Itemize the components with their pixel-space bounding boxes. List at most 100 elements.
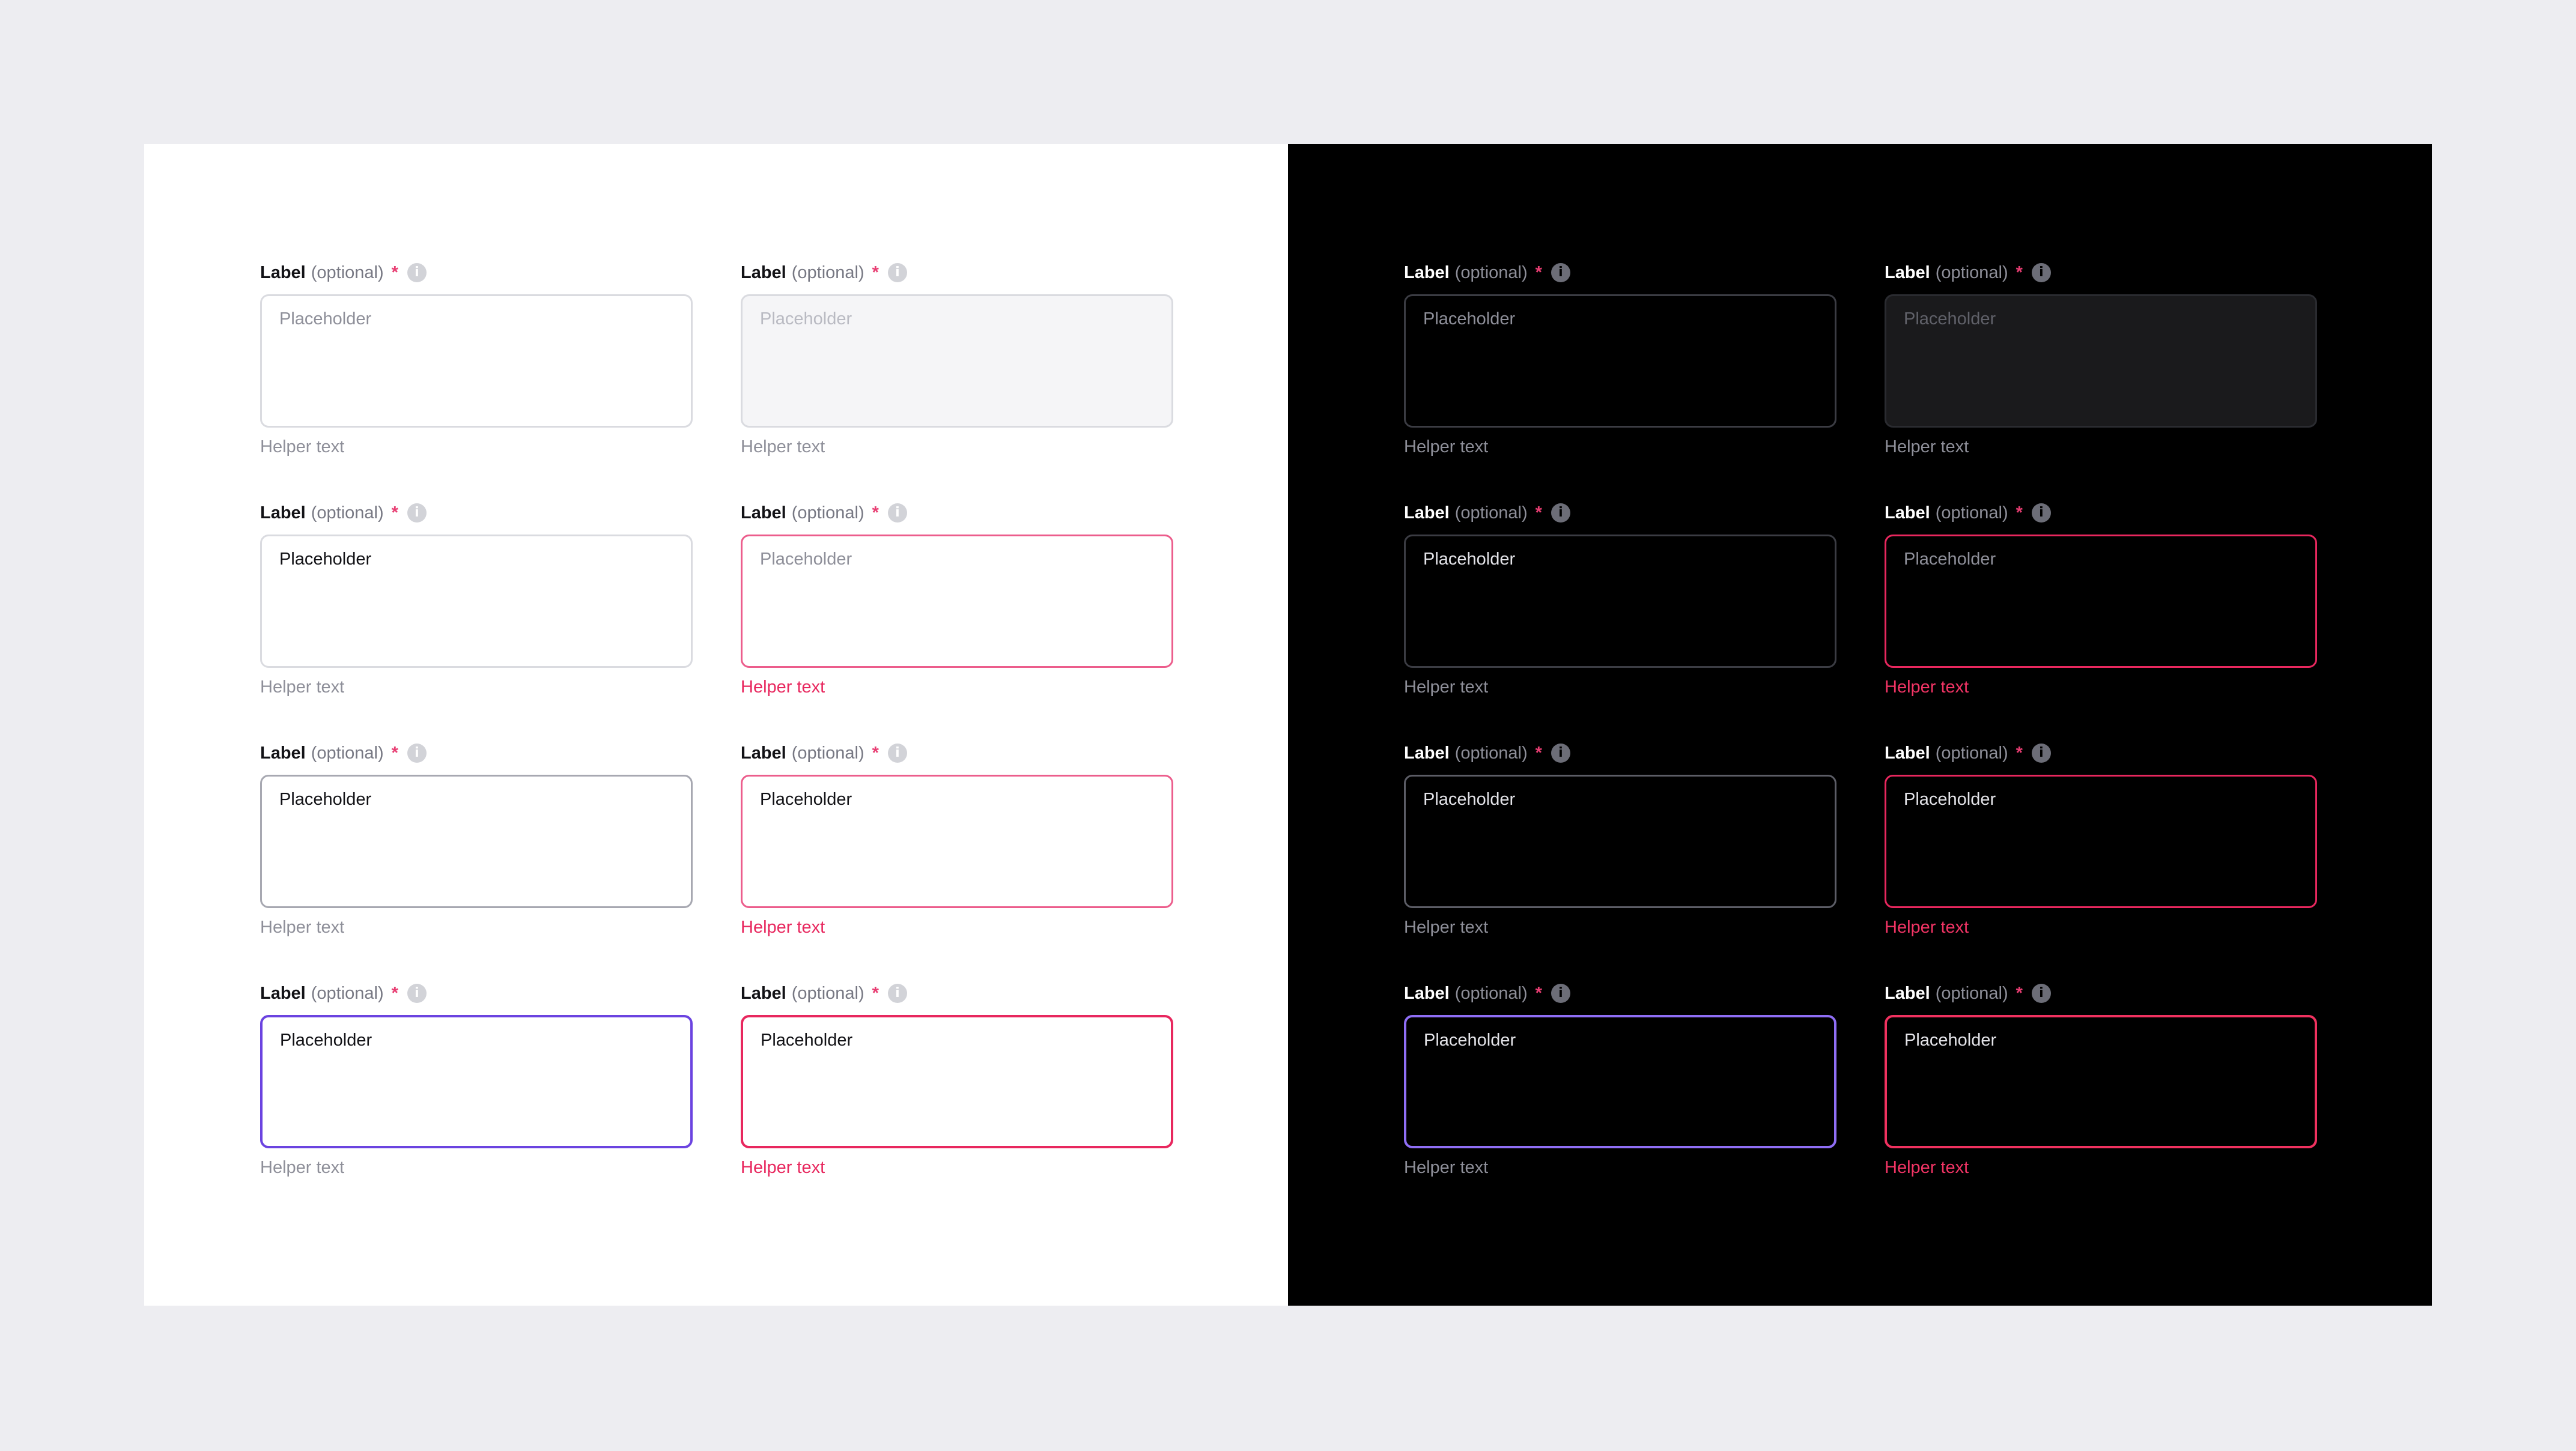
required-asterisk: *	[872, 503, 879, 523]
field-label: Label	[741, 744, 786, 763]
optional-hint: (optional)	[1935, 984, 2008, 1003]
helper-text: Helper text	[1885, 677, 1969, 697]
textarea-input[interactable]: Placeholder	[1885, 775, 2317, 908]
helper-text: Helper text	[1404, 437, 1489, 456]
helper-text: Helper text	[741, 677, 825, 697]
info-icon[interactable]: i	[2031, 263, 2051, 282]
optional-hint: (optional)	[1935, 744, 2008, 763]
required-asterisk: *	[2016, 984, 2023, 1003]
showcase-canvas: Label (optional) * i Placeholder Helper text L…	[144, 144, 2432, 1306]
info-icon[interactable]: i	[1551, 263, 1570, 282]
field-label: Label	[1885, 984, 1930, 1003]
textarea-input[interactable]: Placeholder	[1404, 1015, 1836, 1148]
field-label: Label	[1885, 503, 1930, 523]
textarea-placeholder: Placeholder	[1423, 790, 1516, 809]
textarea-field-light-error-focus: Label (optional) * i Placeholder Helper text	[741, 978, 1173, 1178]
textarea-placeholder: Placeholder	[1904, 309, 1996, 329]
field-label: Label	[260, 263, 306, 282]
textarea-placeholder: Placeholder	[1904, 790, 1996, 809]
required-asterisk: *	[391, 503, 398, 523]
field-label: Label	[1404, 744, 1450, 763]
field-label: Label	[741, 263, 786, 282]
helper-text: Helper text	[260, 918, 345, 937]
required-asterisk: *	[391, 984, 398, 1003]
textarea-input[interactable]: Placeholder	[1885, 535, 2317, 668]
dark-theme-panel: Label (optional) * i Placeholder Helper text L…	[1288, 144, 2432, 1306]
required-asterisk: *	[872, 984, 879, 1003]
info-icon[interactable]: i	[1551, 744, 1570, 763]
textarea-field-dark-error: Label (optional) * i Placeholder Helper text	[1885, 497, 2317, 698]
field-label: Label	[260, 984, 306, 1003]
helper-text: Helper text	[1885, 437, 1969, 456]
info-icon[interactable]: i	[1551, 984, 1570, 1003]
info-icon[interactable]: i	[1551, 503, 1570, 523]
helper-text: Helper text	[741, 437, 825, 456]
field-label-row: Label (optional) * i	[1885, 497, 2317, 529]
textarea-placeholder: Placeholder	[761, 1031, 853, 1050]
textarea-input[interactable]: Placeholder	[260, 535, 693, 668]
textarea-placeholder: Placeholder	[1423, 550, 1516, 569]
info-icon[interactable]: i	[887, 744, 907, 763]
textarea-input[interactable]: Placeholder	[1885, 1015, 2317, 1148]
field-label: Label	[741, 503, 786, 523]
required-asterisk: *	[1535, 263, 1542, 282]
textarea-field-dark-error-filled: Label (optional) * i Placeholder Helper text	[1885, 738, 2317, 938]
textarea-input[interactable]: Placeholder	[1404, 294, 1836, 428]
field-label-row: Label (optional) * i	[1404, 978, 1836, 1009]
textarea-field-dark-hover: Label (optional) * i Placeholder Helper text	[1404, 738, 1836, 938]
optional-hint: (optional)	[1454, 263, 1528, 282]
textarea-field-light-hover: Label (optional) * i Placeholder Helper text	[260, 738, 693, 938]
field-label-row: Label (optional) * i	[1404, 497, 1836, 529]
optional-hint: (optional)	[791, 984, 864, 1003]
required-asterisk: *	[2016, 503, 2023, 523]
info-icon[interactable]: i	[407, 503, 427, 523]
textarea-input[interactable]: Placeholder	[260, 1015, 693, 1148]
textarea-input[interactable]: Placeholder	[741, 535, 1173, 668]
field-label-row: Label (optional) * i	[260, 497, 693, 529]
textarea-field-light-focus: Label (optional) * i Placeholder Helper text	[260, 978, 693, 1178]
helper-text: Helper text	[1404, 918, 1489, 937]
textarea-placeholder: Placeholder	[1904, 550, 1996, 569]
textarea-field-light-error-filled: Label (optional) * i Placeholder Helper text	[741, 738, 1173, 938]
textarea-input[interactable]: Placeholder	[741, 1015, 1173, 1148]
optional-hint: (optional)	[791, 744, 864, 763]
required-asterisk: *	[391, 263, 398, 282]
info-icon[interactable]: i	[887, 503, 907, 523]
textarea-input[interactable]: Placeholder	[260, 294, 693, 428]
field-label: Label	[1404, 263, 1450, 282]
textarea-input[interactable]: Placeholder	[1404, 535, 1836, 668]
info-icon[interactable]: i	[2031, 984, 2051, 1003]
field-label-row: Label (optional) * i	[741, 738, 1173, 769]
optional-hint: (optional)	[1935, 503, 2008, 523]
optional-hint: (optional)	[1454, 744, 1528, 763]
field-label-row: Label (optional) * i	[1885, 257, 2317, 288]
optional-hint: (optional)	[311, 984, 384, 1003]
field-label-row: Label (optional) * i	[260, 978, 693, 1009]
required-asterisk: *	[1535, 503, 1542, 523]
required-asterisk: *	[872, 263, 879, 282]
info-icon[interactable]: i	[887, 263, 907, 282]
info-icon[interactable]: i	[887, 984, 907, 1003]
info-icon[interactable]: i	[2031, 503, 2051, 523]
field-label-row: Label (optional) * i	[1404, 738, 1836, 769]
helper-text: Helper text	[1404, 677, 1489, 697]
textarea-input[interactable]: Placeholder	[1404, 775, 1836, 908]
textarea-placeholder: Placeholder	[760, 309, 852, 329]
textarea-placeholder: Placeholder	[760, 790, 852, 809]
info-icon[interactable]: i	[407, 984, 427, 1003]
info-icon[interactable]: i	[2031, 744, 2051, 763]
info-icon[interactable]: i	[407, 744, 427, 763]
helper-text: Helper text	[260, 437, 345, 456]
textarea-field-dark-filled: Label (optional) * i Placeholder Helper text	[1404, 497, 1836, 698]
helper-text: Helper text	[1885, 918, 1969, 937]
textarea-field-light-default: Label (optional) * i Placeholder Helper text	[260, 257, 693, 458]
info-icon[interactable]: i	[407, 263, 427, 282]
required-asterisk: *	[391, 744, 398, 763]
textarea-field-light-filled: Label (optional) * i Placeholder Helper text	[260, 497, 693, 698]
field-label-row: Label (optional) * i	[741, 978, 1173, 1009]
field-label-row: Label (optional) * i	[1885, 738, 2317, 769]
textarea-input[interactable]: Placeholder	[260, 775, 693, 908]
textarea-placeholder: Placeholder	[279, 550, 372, 569]
textarea-input[interactable]: Placeholder	[741, 775, 1173, 908]
optional-hint: (optional)	[791, 503, 864, 523]
